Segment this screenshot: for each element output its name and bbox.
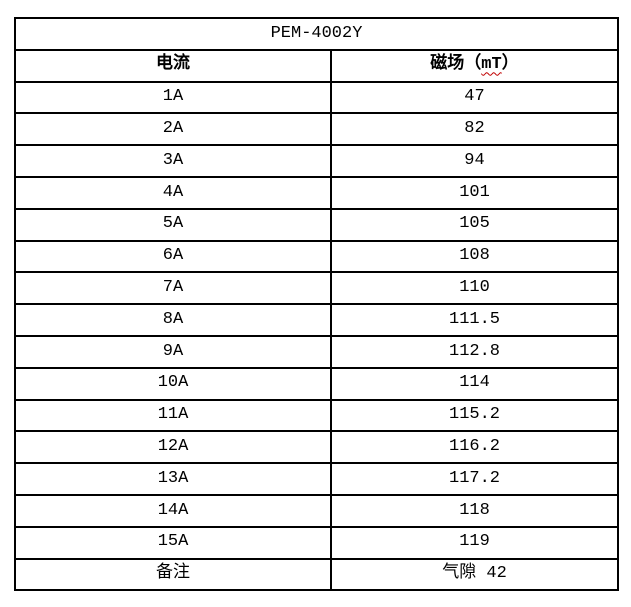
table-row: 4A 101 (14, 175, 620, 210)
table-row: 7A 110 (14, 271, 620, 306)
table-row: 6A 108 (14, 239, 620, 274)
current-cell[interactable]: 13A (14, 462, 332, 496)
current-cell[interactable]: 4A (14, 175, 332, 210)
current-cell[interactable]: 6A (14, 239, 332, 274)
field-cell[interactable]: 115.2 (329, 398, 620, 433)
field-cell[interactable]: 112.8 (329, 334, 620, 369)
current-header-cell[interactable]: 电流 (14, 48, 332, 83)
field-cell[interactable]: 118 (329, 493, 620, 528)
field-header-suffix: ） (501, 55, 519, 75)
current-cell[interactable]: 3A (14, 144, 332, 178)
note-value-cell[interactable]: 气隙 42 (329, 557, 620, 592)
table-title-cell[interactable]: PEM-4002Y (13, 17, 620, 51)
field-header-prefix: 磁场（ (430, 55, 482, 75)
field-cell[interactable]: 101 (329, 175, 620, 210)
measurement-table: PEM-4002Y 电流 磁场（mT） 1A 47 2A 82 3A 94 4A 101 5A 1… (13, 17, 620, 592)
current-cell[interactable]: 7A (14, 271, 332, 306)
field-cell[interactable]: 108 (329, 239, 620, 274)
field-cell[interactable]: 116.2 (329, 430, 620, 465)
current-cell[interactable]: 8A (14, 303, 332, 337)
field-cell[interactable]: 114 (329, 366, 620, 401)
field-header-cell[interactable]: 磁场（mT） (329, 48, 620, 83)
field-cell[interactable]: 117.2 (329, 462, 620, 496)
note-label-cell[interactable]: 备注 (14, 557, 332, 592)
measurement-table-body: PEM-4002Y 电流 磁场（mT） 1A 47 2A 82 3A 94 4A 101 5A 1… (13, 17, 620, 592)
current-cell[interactable]: 12A (14, 430, 332, 465)
field-cell[interactable]: 110 (329, 271, 620, 306)
current-cell[interactable]: 10A (14, 366, 332, 401)
note-row: 备注 气隙 42 (14, 557, 620, 592)
field-cell[interactable]: 111.5 (329, 303, 620, 337)
header-row: 电流 磁场（mT） (14, 48, 620, 83)
table-row: 13A 117.2 (14, 462, 620, 496)
field-cell[interactable]: 119 (329, 525, 620, 560)
table-row: 9A 112.8 (14, 334, 620, 369)
current-cell[interactable]: 9A (14, 334, 332, 369)
field-cell[interactable]: 82 (329, 112, 620, 147)
table-row: 5A 105 (14, 207, 620, 242)
title-row: PEM-4002Y (13, 17, 620, 51)
table-row: 2A 82 (14, 112, 620, 147)
current-cell[interactable]: 2A (14, 112, 332, 147)
current-cell[interactable]: 5A (14, 207, 332, 242)
current-cell[interactable]: 1A (14, 80, 332, 115)
field-cell[interactable]: 105 (329, 207, 620, 242)
current-cell[interactable]: 15A (14, 525, 332, 560)
field-cell[interactable]: 94 (329, 144, 620, 178)
table-row: 8A 111.5 (14, 303, 620, 337)
table-row: 1A 47 (14, 80, 620, 115)
field-header-unit-misspelled: mT (481, 55, 502, 75)
current-cell[interactable]: 11A (14, 398, 332, 433)
table-row: 15A 119 (14, 525, 620, 560)
current-cell[interactable]: 14A (14, 493, 332, 528)
table-row: 3A 94 (14, 144, 620, 178)
field-cell[interactable]: 47 (329, 80, 620, 115)
table-row: 14A 118 (14, 493, 620, 528)
table-row: 11A 115.2 (14, 398, 620, 433)
table-row: 10A 114 (14, 366, 620, 401)
table-row: 12A 116.2 (14, 430, 620, 465)
